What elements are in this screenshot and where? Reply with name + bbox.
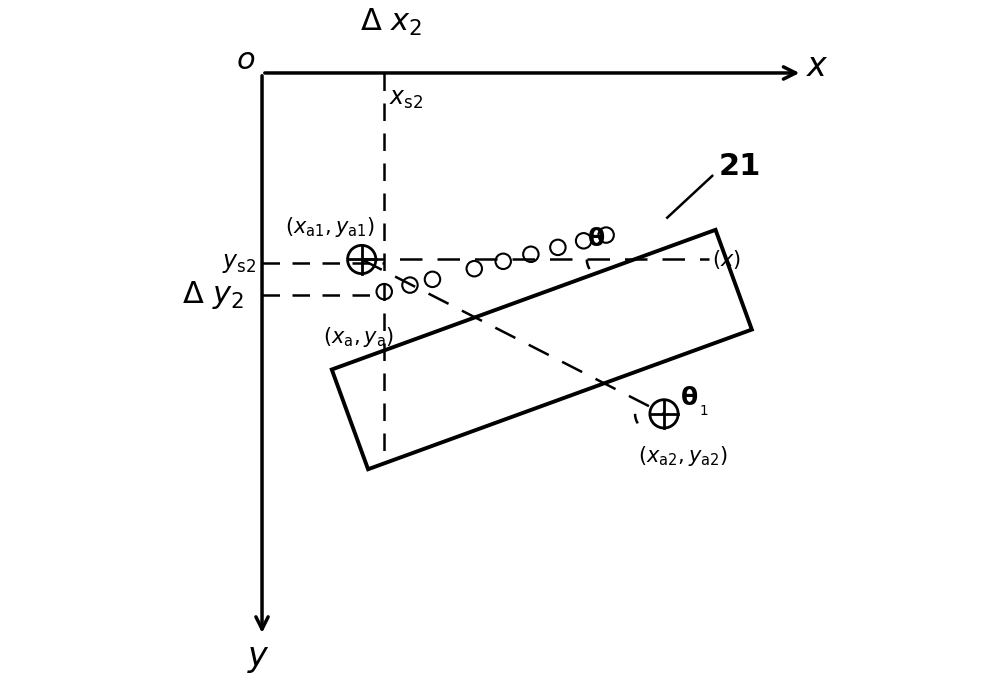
Text: $\Delta\ y_2$: $\Delta\ y_2$ (182, 279, 244, 311)
Text: $x$: $x$ (806, 50, 828, 83)
Text: $_1$: $_1$ (699, 399, 709, 418)
Text: $\mathbf{\theta}$: $\mathbf{\theta}$ (587, 227, 606, 251)
Text: $y$: $y$ (247, 642, 270, 675)
Text: $\Delta\ x_2$: $\Delta\ x_2$ (360, 6, 422, 38)
Text: $y_{\mathrm{s2}}$: $y_{\mathrm{s2}}$ (222, 251, 256, 275)
Text: $o$: $o$ (236, 46, 256, 75)
Text: $\mathbf{\theta}$: $\mathbf{\theta}$ (680, 386, 698, 410)
Text: $(x_{\mathrm{a}},y_{\mathrm{a}})$: $(x_{\mathrm{a}},y_{\mathrm{a}})$ (323, 325, 394, 349)
Text: $(x)$: $(x)$ (712, 248, 741, 271)
Text: 21: 21 (719, 152, 761, 181)
Text: $(x_{\mathrm{a2}},y_{\mathrm{a2}})$: $(x_{\mathrm{a2}},y_{\mathrm{a2}})$ (638, 444, 728, 468)
Text: $x_{\mathrm{s2}}$: $x_{\mathrm{s2}}$ (389, 87, 423, 111)
Text: $(x_{\mathrm{a1}},y_{\mathrm{a1}})$: $(x_{\mathrm{a1}},y_{\mathrm{a1}})$ (285, 215, 374, 239)
